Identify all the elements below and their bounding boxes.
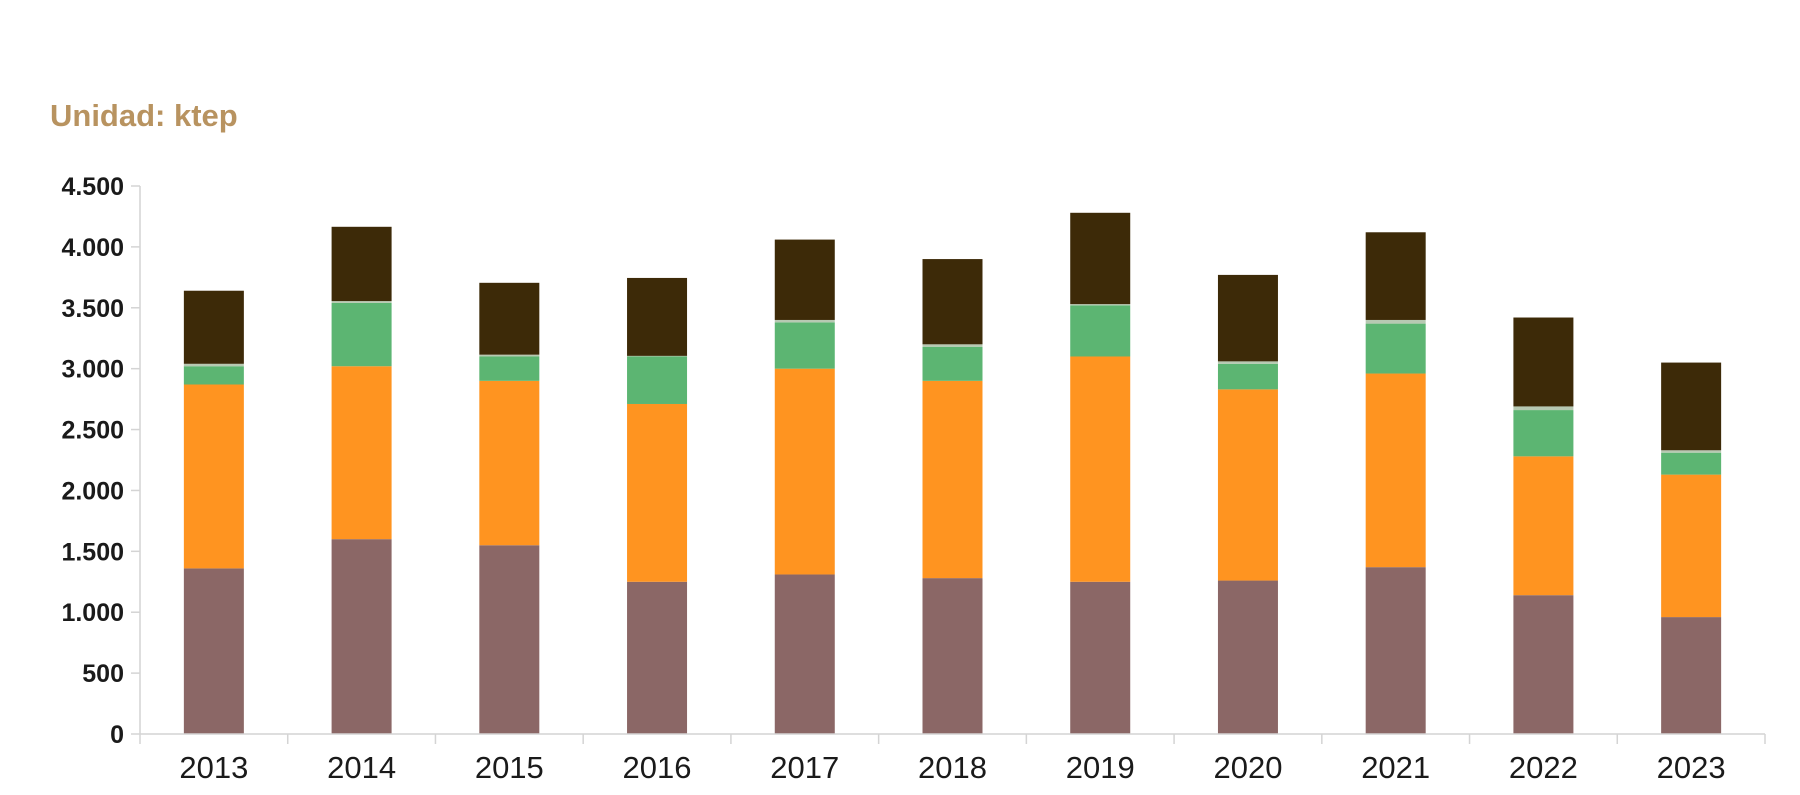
bar-2022-series-5 — [1513, 317, 1574, 407]
x-tick-label: 2022 — [1509, 750, 1578, 785]
bar-2019-series-1 — [1070, 581, 1131, 734]
bar-2015-series-3 — [479, 356, 540, 381]
bar-2021-series-4 — [1365, 319, 1426, 324]
bar-stack-2022 — [1513, 317, 1574, 734]
bar-2023-series-1 — [1661, 617, 1722, 734]
bar-2017-series-5 — [774, 239, 835, 320]
y-tick-label: 500 — [82, 660, 124, 688]
y-tick-label: 4.000 — [61, 234, 124, 262]
bar-2018-series-1 — [922, 578, 983, 734]
x-tick-label: 2017 — [770, 750, 839, 785]
unit-label: Unidad: ktep — [50, 98, 238, 133]
bar-stack-2021 — [1365, 232, 1426, 734]
y-tick-label: 4.500 — [61, 173, 124, 201]
x-tick-label: 2020 — [1213, 750, 1282, 785]
bar-2018-series-4 — [922, 344, 983, 347]
bar-2018-series-5 — [922, 259, 983, 345]
bar-2013-series-3 — [183, 366, 244, 385]
bar-2015-series-1 — [479, 545, 540, 734]
bar-2023-series-3 — [1661, 452, 1722, 475]
bar-2021-series-2 — [1365, 373, 1426, 568]
bar-2017-series-2 — [774, 368, 835, 575]
bar-2013-series-2 — [183, 384, 244, 569]
bar-2019-series-4 — [1070, 304, 1131, 306]
bar-2020-series-2 — [1217, 389, 1278, 581]
bar-2014-series-5 — [331, 226, 392, 302]
bar-2021-series-5 — [1365, 232, 1426, 320]
bar-2014-series-1 — [331, 539, 392, 734]
bar-stack-2017 — [774, 239, 835, 734]
y-tick-label: 3.500 — [61, 295, 124, 323]
bar-2016-series-3 — [627, 356, 688, 404]
bar-2016-series-4 — [627, 355, 688, 357]
bar-stack-2020 — [1217, 274, 1278, 734]
bar-2014-series-4 — [331, 301, 392, 303]
bar-2021-series-3 — [1365, 323, 1426, 374]
bar-2022-series-2 — [1513, 456, 1574, 596]
bar-2020-series-1 — [1217, 580, 1278, 734]
bar-stack-2018 — [922, 259, 983, 734]
bar-2020-series-4 — [1217, 361, 1278, 364]
bar-2021-series-1 — [1365, 567, 1426, 734]
bar-2017-series-3 — [774, 322, 835, 369]
y-tick-label: 2.000 — [61, 477, 124, 505]
bar-stack-2013 — [183, 290, 244, 734]
bar-2013-series-5 — [183, 290, 244, 364]
y-tick-label: 0 — [110, 721, 124, 749]
bar-stack-2023 — [1661, 362, 1722, 734]
bar-2022-series-4 — [1513, 406, 1574, 411]
x-tick-label: 2014 — [327, 750, 396, 785]
bar-2019-series-3 — [1070, 305, 1131, 357]
bar-2013-series-1 — [183, 568, 244, 734]
bar-2019-series-5 — [1070, 212, 1131, 305]
bar-2016-series-5 — [627, 277, 688, 356]
x-tick-label: 2015 — [475, 750, 544, 785]
bar-2023-series-4 — [1661, 450, 1722, 453]
y-tick-label: 1.500 — [61, 538, 124, 566]
bar-2020-series-5 — [1217, 274, 1278, 362]
bar-2016-series-2 — [627, 403, 688, 582]
bar-2017-series-1 — [774, 574, 835, 734]
bar-2018-series-2 — [922, 380, 983, 579]
bar-2017-series-4 — [774, 319, 835, 323]
x-tick-label: 2016 — [623, 750, 692, 785]
bar-2015-series-5 — [479, 282, 540, 355]
x-tick-label: 2019 — [1066, 750, 1135, 785]
bar-2014-series-3 — [331, 302, 392, 367]
bar-stack-2015 — [479, 282, 540, 734]
y-tick-label: 3.000 — [61, 356, 124, 384]
bar-2023-series-5 — [1661, 362, 1722, 451]
bar-2015-series-4 — [479, 354, 540, 357]
bar-2013-series-4 — [183, 363, 244, 367]
bar-2015-series-2 — [479, 380, 540, 546]
bar-stack-2019 — [1070, 212, 1131, 734]
bar-2022-series-3 — [1513, 410, 1574, 457]
x-tick-label: 2021 — [1361, 750, 1430, 785]
bar-stack-2016 — [627, 277, 688, 734]
y-tick-label: 2.500 — [61, 417, 124, 445]
bar-2022-series-1 — [1513, 595, 1574, 734]
x-tick-label: 2013 — [179, 750, 248, 785]
bar-2023-series-2 — [1661, 474, 1722, 618]
bar-2019-series-2 — [1070, 356, 1131, 582]
bar-2020-series-3 — [1217, 363, 1278, 390]
bar-stack-2014 — [331, 226, 392, 734]
y-tick-label: 1.000 — [61, 599, 124, 627]
x-tick-label: 2018 — [918, 750, 987, 785]
bar-2014-series-2 — [331, 366, 392, 540]
x-tick-label: 2023 — [1657, 750, 1726, 785]
bar-2016-series-1 — [627, 581, 688, 734]
bar-2018-series-3 — [922, 346, 983, 381]
